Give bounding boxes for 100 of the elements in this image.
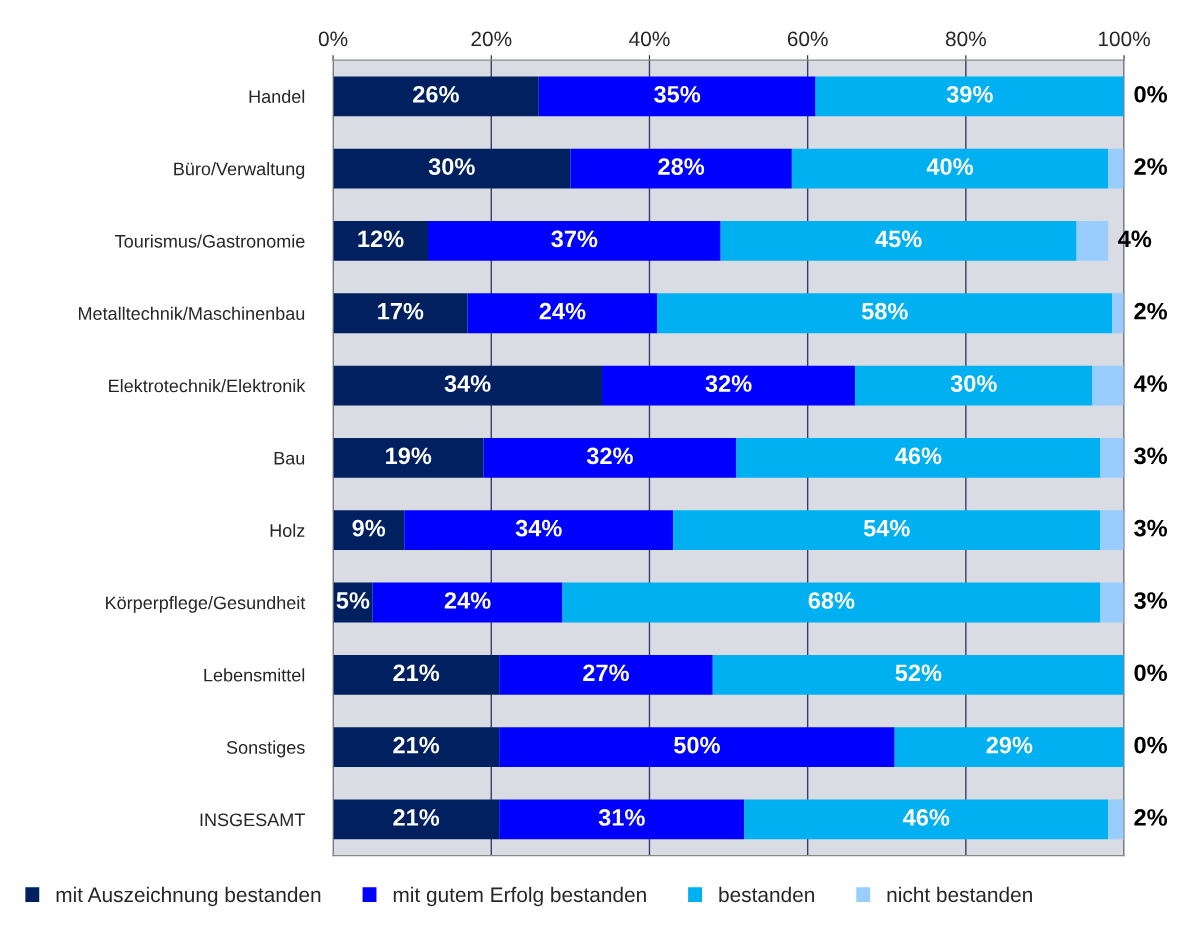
bar xyxy=(657,293,1113,334)
data-label: 37% xyxy=(551,230,598,248)
bar xyxy=(1092,365,1125,406)
bar xyxy=(333,437,484,478)
bar xyxy=(1100,582,1125,623)
bar xyxy=(404,510,674,551)
data-label: 39% xyxy=(946,85,993,103)
bar xyxy=(712,654,1125,695)
bar xyxy=(720,221,1077,261)
data-label: 21% xyxy=(393,809,440,826)
x-tick-label: 40% xyxy=(629,31,670,47)
data-label: 32% xyxy=(705,375,752,392)
bar xyxy=(333,221,428,261)
data-label: 32% xyxy=(586,447,633,465)
data-label: 0% xyxy=(1134,85,1168,103)
bar xyxy=(894,727,1125,768)
data-label: 21% xyxy=(393,736,440,754)
data-label: 3% xyxy=(1134,519,1168,537)
x-tick-label: 20% xyxy=(471,31,512,47)
legend-label: mit gutem Erfolg bestanden xyxy=(393,886,646,907)
data-label: 2% xyxy=(1134,809,1168,826)
bar xyxy=(736,437,1101,478)
data-label: 30% xyxy=(950,375,997,392)
data-label: 4% xyxy=(1118,230,1152,248)
y-tick-label: Metalltechnik/Maschinenbau xyxy=(78,306,305,320)
data-label: 52% xyxy=(895,664,942,682)
bar xyxy=(483,437,737,478)
data-label: 30% xyxy=(428,158,475,175)
data-label: 17% xyxy=(378,302,424,320)
y-tick-label: Tourismus/Gastronomie xyxy=(115,234,305,248)
data-label: 26% xyxy=(413,85,459,103)
bar xyxy=(333,365,603,406)
bar xyxy=(1076,221,1109,261)
x-tick-label: 80% xyxy=(945,31,986,47)
y-tick-label: Lebensmittel xyxy=(204,668,305,682)
bar xyxy=(333,654,500,695)
data-label: 68% xyxy=(808,592,855,609)
bar xyxy=(562,582,1101,623)
bar xyxy=(538,76,816,117)
y-tick-label: Bau xyxy=(274,452,305,465)
data-label: 35% xyxy=(654,85,701,103)
data-label: 50% xyxy=(674,736,720,754)
bar xyxy=(333,799,500,840)
y-tick-label: INSGESAMT xyxy=(200,813,305,827)
data-label: 5% xyxy=(336,592,370,609)
data-label: 40% xyxy=(926,158,974,175)
bar xyxy=(499,654,713,695)
bar xyxy=(570,148,792,189)
data-label: 24% xyxy=(444,592,491,609)
bar xyxy=(815,76,1125,117)
bar xyxy=(467,293,658,334)
y-tick-label: Büro/Verwaltung xyxy=(174,162,305,179)
data-label: 0% xyxy=(1134,736,1168,754)
y-tick-label: Sonstiges xyxy=(226,740,305,758)
y-tick-label: Elektrotechnik/Elektronik xyxy=(109,379,306,393)
legend-label: bestanden xyxy=(719,886,814,903)
data-label: 34% xyxy=(444,375,491,392)
data-label: 3% xyxy=(1134,447,1168,465)
data-label: 19% xyxy=(386,447,432,465)
data-label: 3% xyxy=(1134,592,1168,609)
data-label: 34% xyxy=(515,519,562,537)
y-tick-label: Holz xyxy=(270,523,305,537)
data-label: 0% xyxy=(1134,664,1168,682)
bar xyxy=(333,76,539,117)
y-tick-label: Körperpflege/Gesundheit xyxy=(106,595,306,613)
bar xyxy=(1108,148,1125,189)
x-tick-label: 60% xyxy=(787,31,828,47)
bar xyxy=(602,365,856,406)
data-label: 45% xyxy=(875,230,922,248)
data-label: 12% xyxy=(358,230,404,248)
data-label: 2% xyxy=(1134,302,1168,320)
bar xyxy=(855,365,1093,406)
data-label: 54% xyxy=(863,519,910,537)
data-label: 2% xyxy=(1134,158,1168,175)
bar xyxy=(499,727,895,768)
x-tick-label: 100% xyxy=(1098,31,1150,47)
data-label: 27% xyxy=(583,664,629,682)
data-label: 58% xyxy=(861,302,908,320)
bar xyxy=(1108,799,1125,840)
bar xyxy=(333,727,500,768)
legend-label: mit Auszeichnung bestanden xyxy=(56,886,321,907)
bar xyxy=(333,510,405,551)
bar xyxy=(372,582,563,623)
bar xyxy=(1112,293,1125,334)
bar xyxy=(333,148,571,189)
data-label: 4% xyxy=(1133,375,1168,392)
bar xyxy=(673,510,1101,551)
data-label: 29% xyxy=(986,736,1033,754)
data-label: 46% xyxy=(903,809,950,826)
data-label: 9% xyxy=(352,519,386,537)
bar xyxy=(791,148,1109,189)
x-tick-label: 0% xyxy=(318,31,348,47)
data-label: 21% xyxy=(393,664,440,682)
legend-label: nicht bestanden xyxy=(887,886,1032,903)
bar xyxy=(744,799,1109,840)
bar xyxy=(499,799,745,840)
bar xyxy=(333,293,468,334)
bar xyxy=(1100,437,1125,478)
y-tick-label: Handel xyxy=(249,89,305,103)
bar xyxy=(428,221,721,261)
